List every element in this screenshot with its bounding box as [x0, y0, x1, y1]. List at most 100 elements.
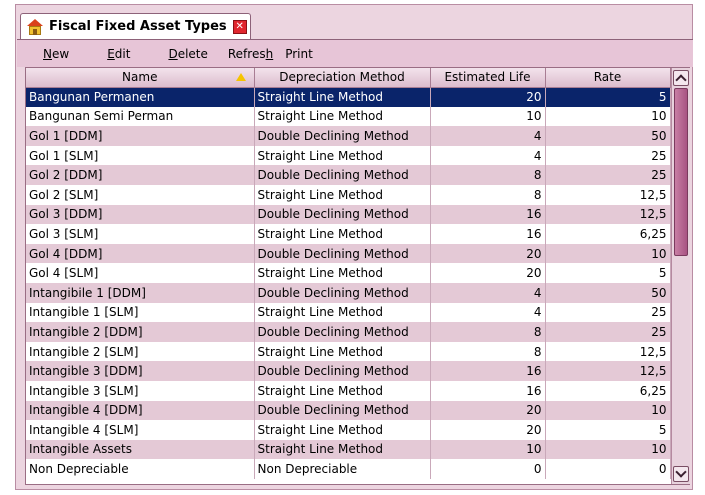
cell-estimated-life: 8 [430, 165, 546, 185]
cell-name: Gol 1 [SLM] [26, 145, 255, 166]
cell-name: Gol 3 [SLM] [26, 224, 255, 244]
table-row[interactable]: Bangunan Permanen Straight Line Method 20 5 [26, 87, 671, 107]
cell-rate: 5 [545, 87, 671, 107]
cell-rate: 12,5 [545, 184, 671, 205]
cell-depreciation-method: Straight Line Method [254, 87, 431, 107]
cell-depreciation-method: Straight Line Method [254, 341, 431, 362]
cell-name: Intangible 2 [DDM] [26, 322, 255, 342]
table-row[interactable]: Gol 2 [SLM] Straight Line Method 8 12,5 [26, 184, 671, 205]
table-row[interactable]: Intangible 3 [SLM] Straight Line Method 16… [26, 380, 671, 401]
scrollbar-thumb[interactable] [674, 88, 688, 256]
cell-depreciation-method: Straight Line Method [254, 224, 431, 244]
house-icon [27, 18, 43, 35]
cell-name: Gol 2 [SLM] [26, 184, 255, 205]
table-row[interactable]: Intangible 3 [DDM] Double Declining Metho… [26, 361, 671, 381]
cell-estimated-life: 8 [430, 184, 546, 205]
new-button[interactable]: New [43, 46, 70, 61]
close-icon[interactable]: ✕ [232, 19, 247, 34]
table-row[interactable]: Intangible 2 [SLM] Straight Line Method 8 1… [26, 341, 671, 362]
cell-rate: 12,5 [545, 341, 671, 362]
cell-rate: 5 [545, 263, 671, 283]
sort-ascending-icon [235, 73, 246, 81]
cell-estimated-life: 16 [430, 204, 546, 225]
table-header: Name Depreciation Method Estimated Life … [26, 68, 671, 88]
scroll-up-button[interactable] [673, 70, 689, 86]
cell-depreciation-method: Double Declining Method [254, 126, 431, 146]
table-row[interactable]: Intangible 1 [SLM] Straight Line Method 4 2… [26, 302, 671, 323]
table-row[interactable]: Gol 4 [SLM] Straight Line Method 20 5 [26, 263, 671, 283]
cell-estimated-life: 4 [430, 282, 546, 303]
cell-depreciation-method: Double Declining Method [254, 204, 431, 225]
cell-estimated-life: 10 [430, 106, 546, 127]
table-row[interactable]: Intangible 2 [DDM] Double Declining Metho… [26, 322, 671, 342]
tab-title: Fiscal Fixed Asset Types [49, 19, 227, 34]
delete-button[interactable]: Delete [168, 46, 208, 61]
column-header-name[interactable]: Name [26, 68, 255, 88]
cell-rate: 25 [545, 145, 671, 166]
cell-depreciation-method: Double Declining Method [254, 322, 431, 342]
cell-name: Gol 4 [SLM] [26, 263, 255, 283]
cell-depreciation-method: Straight Line Method [254, 420, 431, 440]
cell-depreciation-method: Double Declining Method [254, 282, 431, 303]
column-header-estimated-life[interactable]: Estimated Life [430, 68, 546, 88]
table-row[interactable]: Intangible 4 [SLM] Straight Line Method 20… [26, 420, 671, 440]
chevron-up-icon [675, 74, 687, 86]
cell-estimated-life: 20 [430, 400, 546, 421]
print-button[interactable]: Print [285, 46, 313, 61]
cell-name: Intangibile 1 [DDM] [26, 282, 255, 303]
cell-rate: 0 [545, 459, 671, 479]
table-row[interactable]: Intangible Assets Straight Line Method 10 1… [26, 439, 671, 460]
cell-name: Intangible Assets [26, 439, 255, 460]
table-row[interactable]: Gol 4 [DDM] Double Declining Method 20 10 [26, 243, 671, 264]
toolbar: New Edit Delete Refresh Print [17, 39, 693, 67]
cell-name: Intangible 2 [SLM] [26, 341, 255, 362]
cell-rate: 25 [545, 322, 671, 342]
cell-rate: 10 [545, 106, 671, 127]
table-row[interactable]: Intangibile 1 [DDM] Double Declining Meth… [26, 282, 671, 303]
table-row[interactable]: Gol 3 [DDM] Double Declining Method 16 12,5 [26, 204, 671, 225]
cell-depreciation-method: Double Declining Method [254, 400, 431, 421]
cell-name: Intangible 3 [DDM] [26, 361, 255, 381]
cell-estimated-life: 10 [430, 439, 546, 460]
cell-estimated-life: 20 [430, 263, 546, 283]
cell-depreciation-method: Double Declining Method [254, 165, 431, 185]
cell-rate: 25 [545, 165, 671, 185]
cell-estimated-life: 8 [430, 341, 546, 362]
cell-depreciation-method: Straight Line Method [254, 106, 431, 127]
table-row[interactable]: Gol 3 [SLM] Straight Line Method 16 6,25 [26, 224, 671, 244]
cell-rate: 50 [545, 126, 671, 146]
scroll-down-button[interactable] [673, 466, 689, 482]
cell-estimated-life: 4 [430, 145, 546, 166]
cell-estimated-life: 20 [430, 243, 546, 264]
app-frame: Fiscal Fixed Asset Types ✕ New Edit Dele… [15, 4, 693, 490]
tab-fiscal-fixed-asset-types[interactable]: Fiscal Fixed Asset Types ✕ [20, 13, 251, 39]
vertical-scrollbar[interactable] [671, 68, 690, 484]
table-row[interactable]: Gol 1 [SLM] Straight Line Method 4 25 [26, 145, 671, 166]
cell-estimated-life: 4 [430, 126, 546, 146]
table-row[interactable]: Non Depreciable Non Depreciable 0 0 [26, 459, 671, 479]
cell-estimated-life: 16 [430, 380, 546, 401]
cell-rate: 5 [545, 420, 671, 440]
cell-rate: 6,25 [545, 380, 671, 401]
table-row[interactable]: Gol 1 [DDM] Double Declining Method 4 50 [26, 126, 671, 146]
column-header-rate[interactable]: Rate [545, 68, 671, 88]
cell-depreciation-method: Straight Line Method [254, 439, 431, 460]
cell-rate: 50 [545, 282, 671, 303]
cell-depreciation-method: Straight Line Method [254, 263, 431, 283]
cell-name: Non Depreciable [26, 459, 255, 479]
table-row[interactable]: Intangible 4 [DDM] Double Declining Metho… [26, 400, 671, 421]
column-header-depreciation-method[interactable]: Depreciation Method [254, 68, 431, 88]
asset-types-table: Name Depreciation Method Estimated Life … [26, 68, 671, 479]
cell-rate: 25 [545, 302, 671, 323]
refresh-button[interactable]: Refresh [227, 46, 274, 61]
cell-rate: 12,5 [545, 361, 671, 381]
cell-rate: 10 [545, 400, 671, 421]
cell-depreciation-method: Straight Line Method [254, 145, 431, 166]
cell-estimated-life: 20 [430, 420, 546, 440]
table-row[interactable]: Gol 2 [DDM] Double Declining Method 8 25 [26, 165, 671, 185]
cell-estimated-life: 8 [430, 322, 546, 342]
edit-button[interactable]: Edit [107, 46, 131, 61]
cell-estimated-life: 4 [430, 302, 546, 323]
table-row[interactable]: Bangunan Semi Perman Straight Line Method… [26, 106, 671, 127]
cell-estimated-life: 16 [430, 361, 546, 381]
